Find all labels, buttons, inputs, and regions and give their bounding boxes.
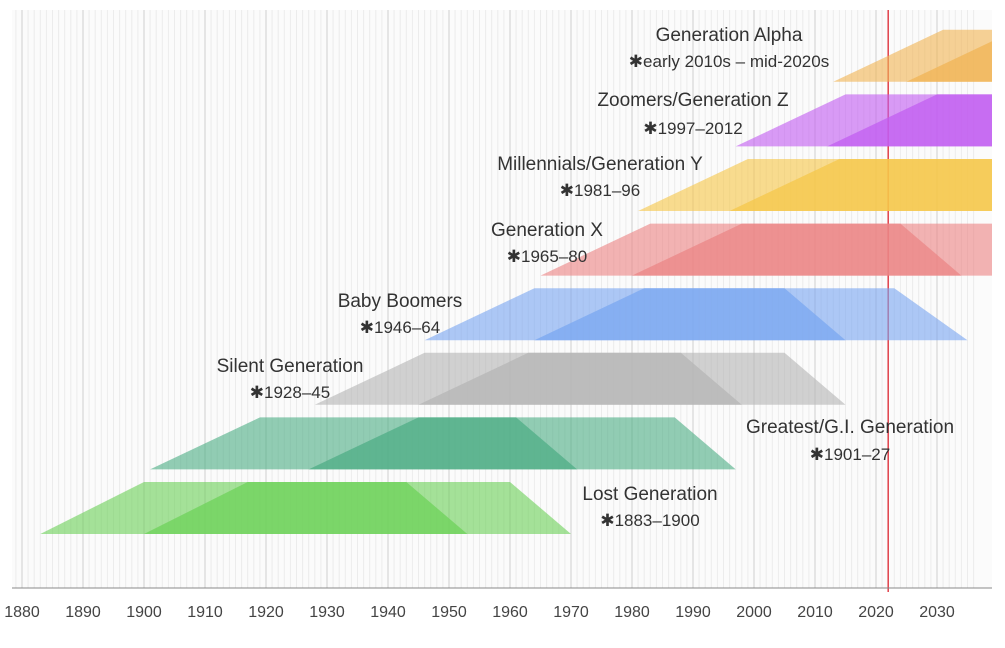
x-tick-label: 1890 — [65, 604, 101, 621]
x-tick-label: 1920 — [248, 604, 284, 621]
band-generation-alpha-core — [906, 41, 992, 82]
band-baby-boomers-core — [534, 288, 846, 341]
x-tick-label: 1910 — [187, 604, 223, 621]
label-lost-generation: Lost Generation — [582, 484, 717, 505]
x-tick-label: 2010 — [797, 604, 833, 621]
x-tick-label: 2000 — [736, 604, 772, 621]
label-generation-x-years: ✱1965–80 — [507, 247, 587, 266]
x-tick-label: 1990 — [675, 604, 711, 621]
label-silent-generation-years: ✱1928–45 — [250, 383, 330, 402]
band-silent-generation-core — [418, 352, 742, 405]
band-lost-generation-core — [144, 482, 468, 534]
label-greatest-g-i-generation: Greatest/G.I. Generation — [746, 417, 954, 438]
band-zoomers-generation-z-core — [827, 94, 992, 147]
label-baby-boomers-years: ✱1946–64 — [360, 318, 440, 337]
x-tick-label: 2020 — [858, 604, 894, 621]
x-tick-label: 1940 — [370, 604, 406, 621]
x-tick-label: 1930 — [309, 604, 345, 621]
label-lost-generation-years: ✱1883–1900 — [600, 511, 699, 530]
generation-bands — [40, 29, 992, 534]
band-millennials-generation-y-core — [729, 159, 992, 211]
label-zoomers-generation-z-years: ✱1997–2012 — [643, 119, 742, 138]
x-tick-label: 2030 — [919, 604, 955, 621]
x-tick-label: 1960 — [492, 604, 528, 621]
x-axis: 1880 1890 1900 1910 1920 1930 1940 1950 1960 1970… — [4, 587, 992, 621]
label-millennials-generation-y: Millennials/Generation Y — [497, 154, 703, 175]
label-silent-generation: Silent Generation — [217, 356, 364, 377]
x-tick-label: 1900 — [126, 604, 162, 621]
generation-labels: Lost Generation ✱1883–1900 Greatest/G.I. G… — [217, 25, 954, 530]
label-generation-alpha: Generation Alpha — [656, 25, 803, 46]
band-generation-x-core — [632, 223, 962, 276]
label-baby-boomers: Baby Boomers — [338, 291, 463, 312]
label-generation-alpha-years: ✱early 2010s – mid-2020s — [629, 52, 829, 71]
label-generation-x: Generation X — [491, 220, 603, 241]
x-tick-label: 1950 — [431, 604, 467, 621]
x-tick-label: 1970 — [553, 604, 589, 621]
label-greatest-g-i-generation-years: ✱1901–27 — [810, 445, 890, 464]
band-greatest-g-i-generation-core — [308, 417, 578, 470]
x-tick-label: 1980 — [614, 604, 650, 621]
x-tick-label: 1880 — [4, 604, 40, 621]
label-millennials-generation-y-years: ✱1981–96 — [560, 181, 640, 200]
label-zoomers-generation-z: Zoomers/Generation Z — [597, 90, 789, 111]
